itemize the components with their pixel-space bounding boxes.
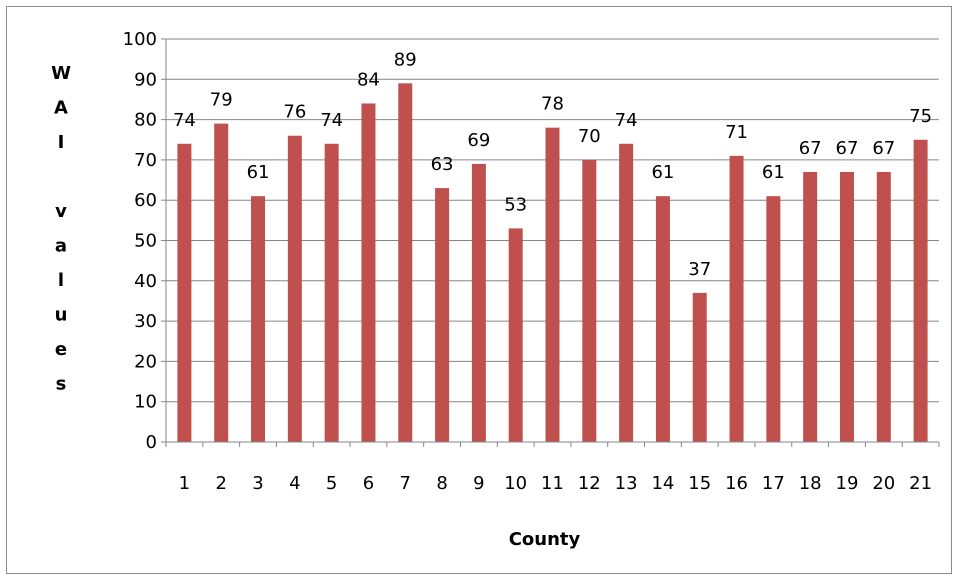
y-tick-label: 50 — [134, 231, 157, 252]
data-label: 76 — [283, 102, 306, 123]
bars — [177, 83, 928, 443]
data-label: 63 — [431, 154, 454, 175]
y-axis-title-char: a — [55, 236, 67, 257]
x-tick-labels: 1 2 3 4 5 6 7 8 9 10 11 12 13 14 15 16 17 18 19 20 21 — [179, 473, 932, 494]
x-tick-label: 7 — [400, 473, 411, 494]
y-tick-label: 60 — [134, 190, 157, 211]
x-tick-label: 10 — [504, 473, 527, 494]
x-tick-label: 18 — [799, 473, 822, 494]
data-label: 74 — [320, 110, 343, 131]
data-label: 69 — [467, 130, 490, 151]
bar — [692, 292, 707, 442]
data-label: 61 — [247, 162, 270, 183]
x-tick-label: 13 — [615, 473, 638, 494]
data-label: 78 — [541, 94, 564, 115]
y-tick-label: 90 — [134, 69, 157, 90]
bar — [508, 228, 523, 442]
data-label: 89 — [394, 49, 417, 70]
x-tick-label: 14 — [651, 473, 674, 494]
bar — [361, 103, 376, 442]
bar — [582, 159, 597, 442]
bar — [287, 135, 302, 442]
data-label: 37 — [688, 259, 711, 280]
y-tick-label: 0 — [146, 432, 157, 453]
bar — [839, 171, 854, 443]
bar — [913, 139, 928, 442]
x-tick-label: 17 — [762, 473, 785, 494]
bar — [251, 196, 266, 442]
bar — [471, 163, 486, 442]
data-label: 79 — [210, 90, 233, 111]
y-axis-title-char: I — [58, 132, 65, 153]
data-label: 53 — [504, 194, 527, 215]
bar — [876, 171, 891, 443]
data-label: 84 — [357, 69, 380, 90]
y-tick-labels: 0 10 20 30 40 50 60 70 80 90 100 — [123, 29, 157, 453]
data-labels: 74 79 61 76 74 84 89 63 69 53 78 70 74 61 37 71 61 67 67 67… — [173, 49, 932, 280]
y-axis-title-char: W — [51, 63, 71, 84]
x-tick-label: 4 — [289, 473, 300, 494]
y-tick-label: 10 — [134, 392, 157, 413]
y-tick-label: 100 — [123, 29, 157, 50]
y-axis-title-char: u — [55, 305, 68, 326]
axes — [161, 38, 940, 447]
x-tick-label: 11 — [541, 473, 564, 494]
bar — [803, 171, 818, 443]
bar — [177, 143, 192, 442]
y-tick-label: 80 — [134, 110, 157, 131]
bar — [729, 155, 744, 442]
data-label: 61 — [762, 162, 785, 183]
x-tick-label: 2 — [215, 473, 226, 494]
x-tick-label: 5 — [326, 473, 337, 494]
bar — [655, 196, 670, 442]
x-tick-label: 8 — [436, 473, 447, 494]
x-tick-label: 20 — [872, 473, 895, 494]
x-tick-label: 3 — [252, 473, 263, 494]
data-label: 67 — [836, 138, 859, 159]
y-axis-title-char: s — [56, 374, 67, 395]
data-label: 67 — [872, 138, 895, 159]
y-axis-title-char: v — [55, 201, 67, 222]
x-tick-label: 9 — [473, 473, 484, 494]
y-axis-title-char: l — [58, 270, 64, 291]
x-tick-label: 19 — [836, 473, 859, 494]
y-tick-label: 20 — [134, 351, 157, 372]
x-tick-label: 1 — [179, 473, 190, 494]
bar — [435, 188, 450, 442]
data-label: 74 — [615, 110, 638, 131]
x-tick-label: 6 — [363, 473, 374, 494]
data-label: 74 — [173, 110, 196, 131]
bar — [398, 83, 413, 442]
bar — [214, 123, 229, 442]
y-axis-title-char: e — [55, 339, 67, 360]
x-axis-title: County — [509, 529, 581, 550]
x-tick-label: 16 — [725, 473, 748, 494]
data-label: 70 — [578, 126, 601, 147]
data-label: 67 — [799, 138, 822, 159]
data-label: 71 — [725, 122, 748, 143]
y-axis-title-char: A — [54, 98, 68, 119]
data-label: 61 — [651, 162, 674, 183]
y-tick-label: 70 — [134, 150, 157, 171]
bar — [324, 143, 339, 442]
y-tick-label: 40 — [134, 271, 157, 292]
bar — [619, 143, 634, 442]
x-tick-label: 21 — [909, 473, 932, 494]
bar — [545, 127, 560, 442]
chart-frame: 0 10 20 30 40 50 60 70 80 90 100 1 2 3 4 5 6 7 8 9 10 11 12 13… — [6, 6, 952, 574]
y-tick-label: 30 — [134, 311, 157, 332]
x-tick-label: 12 — [578, 473, 601, 494]
data-label: 75 — [909, 106, 932, 127]
x-tick-label: 15 — [688, 473, 711, 494]
bar — [766, 196, 781, 442]
